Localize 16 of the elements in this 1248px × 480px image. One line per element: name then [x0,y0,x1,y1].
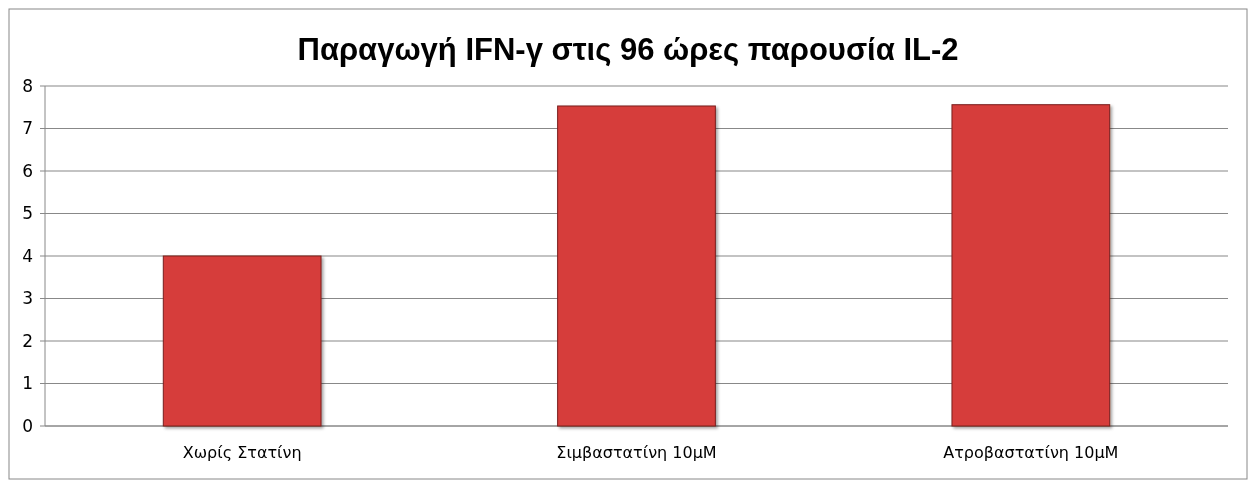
y-tick-label: 1 [22,373,33,394]
x-tick-label: Ατροβαστατίνη 10μΜ [943,443,1119,462]
y-tick-label: 7 [22,118,33,139]
y-tick-label: 3 [22,288,33,309]
y-tick-label: 8 [22,75,33,96]
bar [162,255,322,427]
y-tick-label: 0 [22,415,33,436]
bar [557,105,716,427]
x-tick-label: Χωρίς Στατίνη [182,443,302,462]
x-tick-label: Σιμβαστατίνη 10μΜ [556,443,717,462]
y-tick-label: 2 [22,330,33,351]
y-tick-label: 5 [22,203,33,224]
bar [951,104,1111,427]
y-tick-label: 4 [22,245,33,266]
y-tick-label: 6 [22,160,33,181]
chart-title: Παραγωγή IFN-γ στις 96 ώρες παρουσία IL-2 [297,32,959,67]
